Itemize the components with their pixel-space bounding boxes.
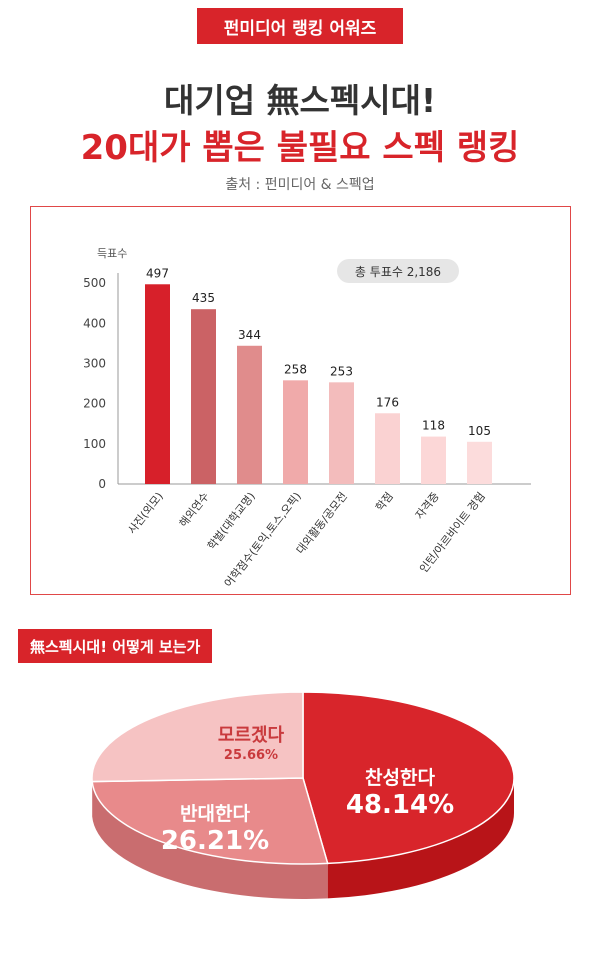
x-category-label: 어학점수(토익,토스,오픽) xyxy=(222,490,304,590)
pie-slice xyxy=(91,777,329,865)
y-tick-label: 500 xyxy=(83,276,106,290)
bar xyxy=(283,380,308,484)
pie-slice-value: 26.21% xyxy=(161,826,269,856)
bar-value-label: 105 xyxy=(468,424,491,438)
bar-value-label: 497 xyxy=(146,266,169,280)
bar-chart: 득표수 총 투표수 2,186 0 100 200 300 400 500 497 사진(외… xyxy=(83,247,531,590)
bar-value-label: 344 xyxy=(238,328,261,342)
pie-slice-side xyxy=(327,778,514,899)
y-tick-label: 200 xyxy=(83,397,106,411)
x-category-label: 학벌(대학교명) xyxy=(205,490,258,553)
page-subtitle: 20대가 뽑은 불필요 스펙 랭킹 xyxy=(80,128,520,168)
pie-slice-label: 찬성한다 xyxy=(365,767,435,789)
total-votes-pill xyxy=(337,259,459,283)
bar xyxy=(145,284,170,484)
y-tick-label: 400 xyxy=(83,316,106,330)
bar-value-label: 253 xyxy=(330,364,353,378)
bar xyxy=(237,345,262,484)
x-category-label: 해외연수 xyxy=(176,489,212,530)
award-badge: 펀미디어 랭킹 어워즈 xyxy=(197,8,403,44)
total-votes-label: 총 투표수 2,186 xyxy=(355,265,441,279)
pie-slice-value: 25.66% xyxy=(224,748,278,763)
bar-value-label: 176 xyxy=(376,395,399,409)
bar xyxy=(467,441,492,484)
pie-slice-side xyxy=(92,781,328,899)
pie-slice-value: 48.14% xyxy=(346,790,454,820)
x-category-label: 학점 xyxy=(373,490,396,514)
pie-chart-panel: 찬성한다 48.14% 반대한다 26.21% 모르겠다 25.66% xyxy=(0,680,600,977)
bar xyxy=(329,382,354,484)
bar xyxy=(375,413,400,484)
bar-chart-panel: 득표수 총 투표수 2,186 0 100 200 300 400 500 497 사진(외… xyxy=(30,206,571,595)
section-badge: 無스펙시대! 어떻게 보는가 xyxy=(18,629,213,663)
page-title: 대기업 無스펙시대! xyxy=(163,81,437,120)
x-category-label: 사진(외모) xyxy=(125,490,165,537)
bar-value-label: 118 xyxy=(422,419,445,433)
source-note: 출처 : 펀미디어 & 스펙업 xyxy=(225,177,375,193)
bar-value-label: 258 xyxy=(284,362,307,376)
pie-slice-label: 모르겠다 xyxy=(218,725,285,746)
bar xyxy=(191,309,216,484)
y-tick-label: 100 xyxy=(83,437,106,451)
y-tick-label: 0 xyxy=(98,477,106,491)
bar xyxy=(421,436,446,484)
pie-slice-label: 반대한다 xyxy=(180,803,250,825)
pie-slice xyxy=(302,691,515,865)
y-tick-label: 300 xyxy=(83,356,106,370)
y-axis-label: 득표수 xyxy=(97,247,127,260)
bar-value-label: 435 xyxy=(192,291,215,305)
x-category-label: 자격증 xyxy=(413,490,442,522)
pie-slice xyxy=(91,691,304,783)
